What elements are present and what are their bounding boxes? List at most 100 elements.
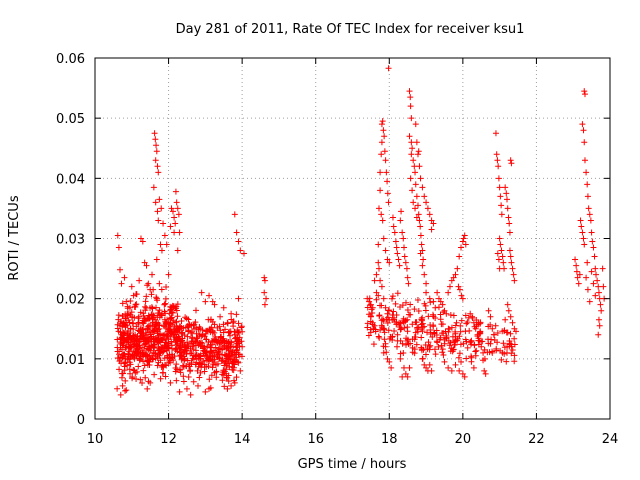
- data-point: [410, 157, 417, 164]
- data-point: [508, 259, 515, 266]
- data-point: [124, 362, 131, 369]
- data-point: [145, 346, 152, 353]
- data-point: [151, 323, 158, 330]
- data-point: [375, 241, 382, 248]
- data-point: [462, 312, 469, 319]
- data-point: [426, 295, 433, 302]
- data-point: [470, 364, 477, 371]
- data-point: [136, 356, 143, 363]
- data-point: [415, 211, 422, 218]
- data-point: [592, 265, 599, 272]
- data-point: [201, 333, 208, 340]
- data-point: [599, 265, 606, 272]
- data-point: [384, 178, 391, 185]
- data-point: [499, 253, 506, 260]
- data-point: [155, 217, 162, 224]
- data-point: [494, 330, 501, 337]
- data-point: [173, 377, 180, 384]
- data-point: [412, 319, 419, 326]
- data-point: [453, 319, 460, 326]
- data-point: [236, 351, 243, 358]
- data-point: [375, 333, 382, 340]
- data-point: [580, 235, 587, 242]
- data-point: [590, 244, 597, 251]
- data-point: [379, 217, 386, 224]
- data-point: [167, 328, 174, 335]
- data-point: [435, 295, 442, 302]
- x-tick-label: 18: [381, 432, 398, 447]
- data-point: [447, 348, 454, 355]
- data-point: [454, 265, 461, 272]
- data-point: [129, 319, 136, 326]
- data-point: [176, 388, 183, 395]
- data-point: [125, 351, 132, 358]
- data-points: [114, 65, 608, 398]
- data-point: [121, 367, 128, 374]
- data-point: [150, 184, 157, 191]
- data-point: [445, 289, 452, 296]
- data-point: [498, 211, 505, 218]
- data-point: [408, 115, 415, 122]
- data-point: [366, 298, 373, 305]
- data-point: [472, 348, 479, 355]
- data-point: [413, 193, 420, 200]
- data-point: [456, 286, 463, 293]
- data-point: [575, 280, 582, 287]
- data-point: [479, 338, 486, 345]
- data-point: [167, 379, 174, 386]
- data-point: [167, 315, 174, 322]
- data-point: [176, 229, 183, 236]
- data-point: [230, 318, 237, 325]
- data-point: [498, 202, 505, 209]
- data-point: [502, 316, 509, 323]
- data-point: [206, 292, 213, 299]
- data-point: [161, 301, 168, 308]
- data-point: [171, 229, 178, 236]
- data-point: [405, 280, 412, 287]
- data-point: [469, 313, 476, 320]
- data-point: [213, 374, 220, 381]
- data-point: [406, 133, 413, 140]
- data-point: [376, 302, 383, 309]
- data-point: [423, 364, 430, 371]
- data-point: [157, 375, 164, 382]
- data-point: [261, 274, 268, 281]
- data-point: [372, 326, 379, 333]
- data-point: [495, 163, 502, 170]
- data-point: [597, 301, 604, 308]
- data-point: [131, 351, 138, 358]
- data-point: [452, 330, 459, 337]
- data-point: [193, 335, 200, 342]
- x-tick-label: 20: [455, 432, 472, 447]
- data-point: [407, 301, 414, 308]
- data-point: [468, 337, 475, 344]
- data-point: [116, 358, 123, 365]
- data-point: [135, 313, 142, 320]
- data-point: [424, 329, 431, 336]
- data-point: [407, 103, 414, 110]
- data-point: [459, 295, 466, 302]
- data-point: [423, 280, 430, 287]
- data-point: [416, 217, 423, 224]
- data-point: [426, 211, 433, 218]
- data-point: [391, 316, 398, 323]
- data-point: [507, 313, 514, 320]
- data-point: [581, 241, 588, 248]
- data-point: [426, 361, 433, 368]
- data-point: [169, 302, 176, 309]
- data-point: [509, 319, 516, 326]
- data-point: [163, 343, 170, 350]
- data-point: [171, 323, 178, 330]
- data-point: [152, 350, 159, 357]
- data-point: [437, 316, 444, 323]
- data-point: [140, 310, 147, 317]
- data-point: [459, 370, 466, 377]
- data-point: [203, 328, 210, 335]
- data-point: [119, 323, 126, 330]
- data-point: [240, 250, 247, 257]
- data-point: [145, 326, 152, 333]
- data-point: [168, 205, 175, 212]
- data-point: [507, 157, 514, 164]
- data-point: [182, 324, 189, 331]
- data-point: [140, 367, 147, 374]
